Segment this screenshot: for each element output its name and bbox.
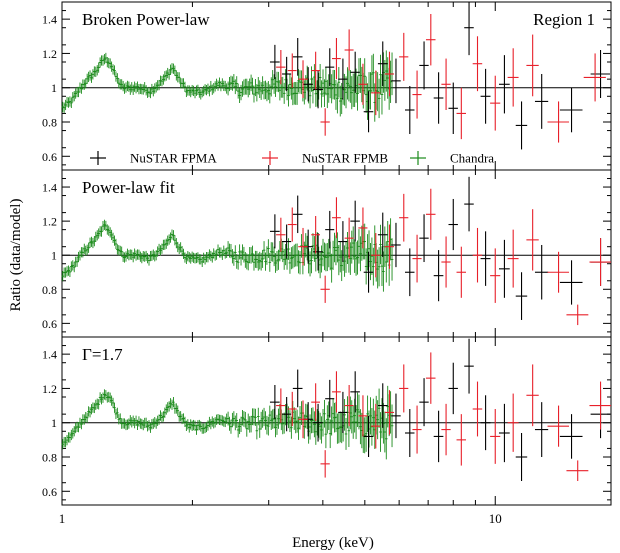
panel-title: Γ=1.7 [82, 345, 123, 364]
nustar-fpmb-series [276, 14, 606, 143]
nustar-fpma-series [269, 2, 610, 150]
plot-root: 0.6 0.8 1 1.2 1.4 Broken Power-law 0.6 0.8 1 1.2 1… [42, 1, 612, 526]
x-axis-label: Energy (keV) [292, 535, 374, 551]
y-tick-label: 0.6 [42, 317, 57, 331]
legend-entry: Chandra [410, 151, 494, 166]
y-tick-label: 1.2 [42, 47, 57, 61]
nustar-fpma-series [269, 176, 610, 320]
nustar-fpmb-series [276, 352, 611, 481]
panel-title: Power-law fit [82, 178, 175, 197]
panel-1: 0.6 0.8 1 1.2 1.4 Broken Power-law [42, 1, 612, 171]
y-tick-label: 1 [51, 81, 57, 95]
legend-label: NuSTAR FPMA [130, 151, 217, 166]
x-tick-label: 10 [489, 511, 502, 526]
y-tick-label: 0.6 [42, 150, 57, 164]
region-annotation: Region 1 [533, 10, 595, 29]
y-tick-label: 1.4 [42, 13, 57, 27]
y-tick-label: 0.8 [42, 283, 57, 297]
y-tick-label: 0.6 [42, 485, 57, 499]
y-tick-label: 1.2 [42, 382, 57, 396]
y-axis-label: Ratio (data/model) [8, 199, 24, 312]
legend-entry: NuSTAR FPMA [90, 151, 217, 166]
y-tick-label: 0.8 [42, 451, 57, 465]
nustar-fpmb-series [276, 188, 611, 326]
legend-entry: NuSTAR FPMB [262, 151, 388, 166]
legend-label: Chandra [450, 151, 494, 166]
y-tick-label: 1.4 [42, 181, 57, 195]
y-tick-label: 1.4 [42, 348, 57, 362]
panel-2: 0.6 0.8 1 1.2 1.4 Power-law fit [42, 169, 612, 338]
chandra-series [61, 218, 394, 292]
y-tick-label: 1.2 [42, 215, 57, 229]
y-tick-label: 1 [51, 416, 57, 430]
y-tick-label: 1 [51, 249, 57, 263]
legend-label: NuSTAR FPMB [302, 151, 388, 166]
panel-frame [61, 336, 612, 506]
panel-3: 0.6 0.8 1 1.2 1.4 Γ=1.7 [42, 336, 612, 506]
y-tick-label: 0.8 [42, 116, 57, 130]
x-tick-label: 1 [59, 511, 66, 526]
panel-title: Broken Power-law [82, 10, 210, 29]
chandra-series [61, 385, 394, 460]
